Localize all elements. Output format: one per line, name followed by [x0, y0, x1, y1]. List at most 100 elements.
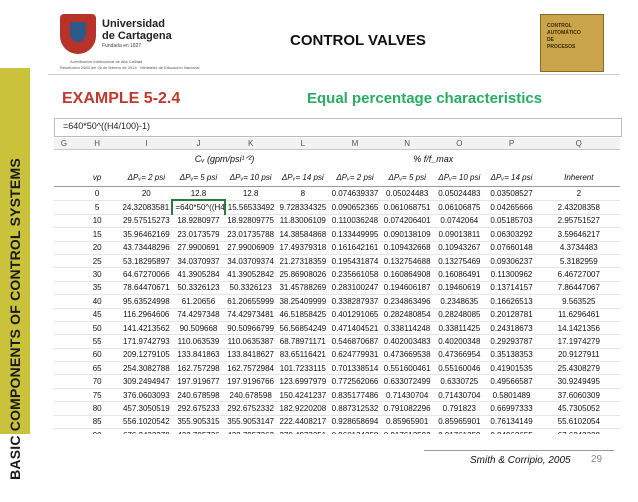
table-cell[interactable]: 35: [74, 281, 121, 296]
table-cell[interactable]: 20.9127911: [537, 348, 620, 363]
table-cell[interactable]: 556.1020542: [120, 415, 173, 430]
table-cell[interactable]: 0.887312532: [328, 401, 382, 416]
table-cell[interactable]: 101.7233115: [276, 361, 329, 376]
table-cell[interactable]: 55.6102054: [537, 415, 620, 430]
table-cell[interactable]: 0.791823: [433, 401, 486, 416]
table-cell[interactable]: 0.0742064: [433, 214, 486, 229]
table-cell[interactable]: 11.83006109: [276, 214, 329, 229]
table-cell[interactable]: 0.16626513: [485, 294, 538, 309]
table-cell[interactable]: 0.06303292: [485, 227, 538, 242]
table-cell[interactable]: 0.401291065: [328, 308, 382, 322]
table-cell[interactable]: 85: [74, 415, 121, 430]
table-cell[interactable]: 162.757298: [172, 361, 225, 376]
table-cell[interactable]: 7.86447067: [537, 281, 620, 296]
table-cell[interactable]: 60: [74, 348, 121, 363]
table-cell[interactable]: 0.19460619: [433, 281, 486, 296]
table-cell[interactable]: 0.85965901: [381, 415, 434, 430]
table-cell[interactable]: 29.57515273: [120, 214, 173, 229]
table-cell[interactable]: 5: [74, 200, 121, 215]
table-cell[interactable]: 2: [537, 186, 620, 201]
table-cell[interactable]: 355.9053147: [224, 415, 277, 430]
table-cell[interactable]: 90.509668: [172, 321, 225, 336]
table-cell[interactable]: 0.234863496: [381, 294, 434, 309]
table-cell[interactable]: 0.06106875: [433, 200, 486, 215]
table-cell[interactable]: 2.95751527: [537, 214, 620, 229]
formula-bar[interactable]: =640*50^((H4/100)-1): [54, 118, 622, 137]
table-cell[interactable]: 0.133449995: [328, 227, 382, 242]
table-cell[interactable]: 162.7572984: [224, 361, 277, 376]
table-cell[interactable]: 8: [276, 186, 329, 201]
table-cell[interactable]: 50: [74, 321, 121, 336]
table-cell[interactable]: 0.074639337: [328, 186, 382, 201]
table-cell[interactable]: 0.71430704: [381, 388, 434, 403]
table-cell[interactable]: 0.04265666: [485, 200, 538, 215]
table-cell[interactable]: 20: [120, 186, 173, 201]
table-cell[interactable]: 27.99006909: [224, 241, 277, 255]
table-cell[interactable]: 0.235661058: [328, 267, 382, 282]
table-cell[interactable]: [54, 214, 75, 229]
table-cell[interactable]: 0.85965901: [433, 415, 486, 430]
table-cell[interactable]: [54, 401, 75, 416]
table-cell[interactable]: 34.03709374: [224, 254, 277, 269]
table-cell[interactable]: 197.9196766: [224, 374, 277, 389]
table-cell[interactable]: 37.6060309: [537, 388, 620, 403]
table-cell[interactable]: 0.282480854: [381, 308, 434, 322]
table-cell[interactable]: [54, 308, 75, 322]
table-cell[interactable]: [54, 200, 75, 215]
table-cell[interactable]: 0.194606187: [381, 281, 434, 296]
table-cell[interactable]: 110.063539: [172, 334, 225, 349]
table-cell[interactable]: 12.8: [172, 186, 225, 201]
table-cell[interactable]: 75: [74, 388, 121, 403]
table-cell[interactable]: 78.64470671: [120, 281, 173, 296]
table-cell[interactable]: [54, 415, 75, 430]
table-cell[interactable]: 0.551600461: [381, 361, 434, 376]
table-cell[interactable]: 0.03508527: [485, 186, 538, 201]
table-cell[interactable]: 10: [74, 214, 121, 229]
table-cell[interactable]: 23.0173579: [172, 227, 225, 242]
table-cell[interactable]: 0.928658694: [328, 415, 382, 430]
table-cell[interactable]: 309.2494947: [120, 374, 173, 389]
table-cell[interactable]: 20: [74, 241, 121, 255]
table-cell[interactable]: 0.49566587: [485, 374, 538, 389]
table-cell[interactable]: [54, 361, 75, 376]
table-cell[interactable]: 43.73448296: [120, 241, 173, 255]
table-cell[interactable]: 90: [74, 428, 121, 434]
table-cell[interactable]: 41.39052842: [224, 267, 277, 282]
table-cell[interactable]: 197.919677: [172, 374, 225, 389]
table-cell[interactable]: 74.42973481: [224, 308, 277, 322]
table-cell[interactable]: [54, 254, 75, 269]
table-cell[interactable]: 0.701338514: [328, 361, 382, 376]
table-cell[interactable]: 355.905315: [172, 415, 225, 430]
table-cell[interactable]: 0.338287937: [328, 294, 382, 309]
column-header[interactable]: L: [276, 138, 329, 150]
table-cell[interactable]: 133.8418627: [224, 348, 277, 363]
table-cell[interactable]: 0.91761259: [433, 428, 486, 434]
table-cell[interactable]: 25.86908026: [276, 267, 329, 282]
table-cell[interactable]: 0.16086491: [433, 267, 486, 282]
table-cell[interactable]: 0.5801489: [485, 388, 538, 403]
table-cell[interactable]: 432.795736: [172, 428, 225, 434]
column-header[interactable]: J: [172, 138, 225, 150]
table-cell[interactable]: 0.11300962: [485, 267, 538, 282]
table-cell[interactable]: 0.074206401: [381, 214, 434, 229]
table-cell[interactable]: 0.195431874: [328, 254, 382, 269]
table-cell[interactable]: 0.338114248: [381, 321, 434, 336]
table-cell[interactable]: 15.56533492: [224, 200, 277, 215]
table-cell[interactable]: 30: [74, 267, 121, 282]
table-cell[interactable]: 0.546870687: [328, 334, 382, 349]
table-cell[interactable]: 0.402003483: [381, 334, 434, 349]
table-cell[interactable]: 45.7305052: [537, 401, 620, 416]
table-cell[interactable]: 292.6752332: [224, 401, 277, 416]
table-cell[interactable]: 0.05024483: [381, 186, 434, 201]
table-cell[interactable]: 38.25409999: [276, 294, 329, 309]
table-cell[interactable]: 116.2964606: [120, 308, 173, 322]
table-cell[interactable]: 25: [74, 254, 121, 269]
table-cell[interactable]: [54, 321, 75, 336]
table-cell[interactable]: 4.3734483: [537, 241, 620, 255]
table-cell[interactable]: 270.4973351: [276, 428, 329, 434]
table-cell[interactable]: 18.92809775: [224, 214, 277, 229]
table-cell[interactable]: 0: [74, 186, 121, 201]
table-cell[interactable]: 0.28248085: [433, 308, 486, 322]
table-cell[interactable]: 150.4241237: [276, 388, 329, 403]
table-cell[interactable]: 0.090138109: [381, 227, 434, 242]
